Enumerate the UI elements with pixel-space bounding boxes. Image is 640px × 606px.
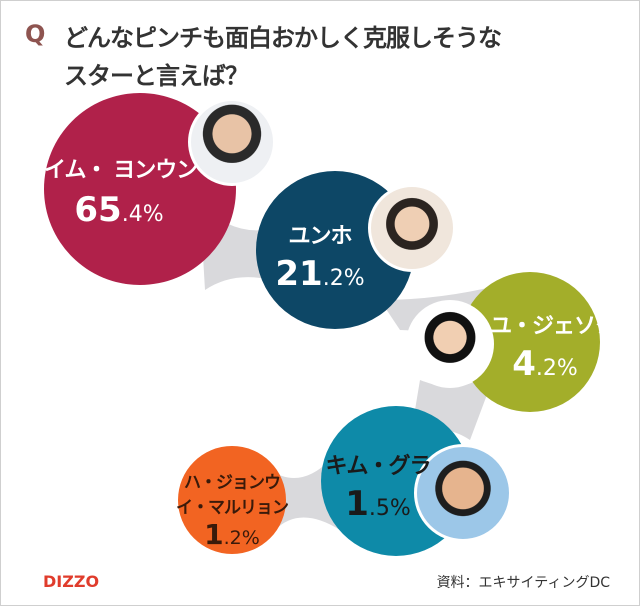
bubble-ha-jung-woo-lee-mal-nyeon bbox=[178, 446, 286, 554]
name-lim-young-woong: イム・ ヨンウン bbox=[44, 158, 198, 183]
dizzo-logo: DIZZO bbox=[43, 572, 100, 591]
pct-int-yoo: 4 bbox=[512, 344, 536, 384]
name-yoo-jae-suk: ユ・ジェソク bbox=[490, 314, 617, 339]
lim-young-woong-photo bbox=[188, 98, 276, 186]
title-line-2: スターと言えば？ bbox=[64, 62, 249, 90]
pct-int-lim: 65 bbox=[74, 190, 122, 230]
label-yoo-jae-suk: ユ・ジェソク 4.2% bbox=[490, 308, 617, 384]
pct-dec-kim: .5% bbox=[368, 496, 411, 521]
pct-dec-yunho: .2% bbox=[322, 266, 365, 291]
name-line-2: イ・マルリョン bbox=[176, 498, 289, 518]
pct-dec-ha: .2% bbox=[223, 527, 260, 549]
source-note: 資料：エキサイティングDC bbox=[436, 575, 610, 591]
pct-int-kim: 1 bbox=[345, 484, 369, 524]
pct-int-yunho: 21 bbox=[275, 254, 323, 294]
pct-dec-yoo: .2% bbox=[535, 356, 578, 381]
title-line-1: どんなピンチも面白おかしく克服しそうな bbox=[64, 24, 502, 52]
label-ha-jung-woo-lee-mal-nyeon: ハ・ジョンウ イ・マルリョン 1.2% bbox=[176, 468, 289, 551]
pct-int-ha: 1 bbox=[204, 518, 224, 551]
label-yunho: ユンホ 21.2% bbox=[260, 218, 380, 294]
kim-gura-photo bbox=[414, 444, 512, 542]
yunho-photo bbox=[368, 184, 456, 272]
label-kim-gura: キム・グラ 1.5% bbox=[318, 448, 438, 524]
name-yunho: ユンホ bbox=[288, 224, 352, 249]
q-marker: Q bbox=[25, 20, 46, 48]
yoo-jae-suk-photo bbox=[406, 300, 494, 388]
pct-dec-lim: .4% bbox=[121, 202, 164, 227]
name-kim-gura: キム・グラ bbox=[325, 454, 431, 479]
label-lim-young-woong: イム・ ヨンウン 65.4% bbox=[44, 152, 198, 230]
name-line-1: ハ・ジョンウ bbox=[184, 473, 281, 493]
